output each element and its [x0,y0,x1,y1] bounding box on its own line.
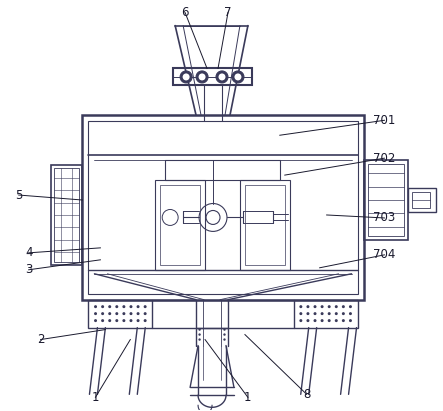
Circle shape [232,71,244,83]
Text: 4: 4 [25,246,32,259]
Circle shape [136,305,140,308]
Circle shape [314,305,316,308]
Circle shape [196,71,208,83]
Text: 2: 2 [37,333,44,346]
Circle shape [299,305,302,308]
Circle shape [180,71,192,83]
Circle shape [122,305,125,308]
Circle shape [101,312,104,315]
Circle shape [299,312,302,315]
Bar [155,180,205,270]
Bar [408,188,436,212]
Circle shape [335,305,338,308]
Circle shape [321,312,323,315]
Circle shape [342,319,345,322]
Text: 1: 1 [244,391,252,404]
Text: 703: 703 [373,211,396,224]
Circle shape [321,305,323,308]
Circle shape [129,312,132,315]
Circle shape [335,312,338,315]
Circle shape [101,319,104,322]
Circle shape [307,305,309,308]
Circle shape [349,305,352,308]
Circle shape [115,305,118,308]
Circle shape [349,319,352,322]
Circle shape [115,312,118,315]
Circle shape [94,305,97,308]
Circle shape [299,319,302,322]
Circle shape [94,319,97,322]
Bar [294,300,358,328]
Circle shape [144,319,147,322]
Text: 701: 701 [373,114,396,127]
Text: 1: 1 [92,391,99,404]
Circle shape [198,338,201,341]
Circle shape [108,319,111,322]
Text: 5: 5 [15,189,23,201]
Bar [89,121,358,294]
Circle shape [328,305,330,308]
Circle shape [144,305,147,308]
Circle shape [136,319,140,322]
Bar [412,192,430,208]
Circle shape [314,319,316,322]
Circle shape [129,319,132,322]
Circle shape [342,305,345,308]
Bar [89,300,152,328]
Circle shape [328,319,330,322]
Circle shape [198,328,201,331]
Circle shape [122,319,125,322]
Text: 704: 704 [373,248,396,261]
Circle shape [349,312,352,315]
Circle shape [94,312,97,315]
Circle shape [218,74,225,81]
Bar [240,180,290,270]
Bar [245,185,285,265]
Circle shape [144,312,147,315]
Circle shape [183,74,190,81]
Circle shape [234,74,241,81]
Text: 7: 7 [224,6,232,19]
Circle shape [198,74,206,81]
Bar [368,164,404,236]
Bar [173,69,252,85]
Bar [160,185,200,265]
Bar [54,168,79,262]
Bar [364,160,408,240]
Circle shape [223,333,225,336]
Circle shape [198,333,201,336]
Circle shape [122,312,125,315]
Circle shape [136,312,140,315]
Circle shape [216,71,228,83]
Circle shape [314,312,316,315]
Circle shape [223,338,225,341]
Circle shape [328,312,330,315]
Circle shape [335,319,338,322]
Circle shape [115,319,118,322]
Circle shape [223,328,225,331]
Bar [51,165,82,265]
Circle shape [321,319,323,322]
Circle shape [129,305,132,308]
Circle shape [307,312,309,315]
Circle shape [108,305,111,308]
Circle shape [108,312,111,315]
Circle shape [101,305,104,308]
Text: 8: 8 [303,388,311,401]
Circle shape [342,312,345,315]
Circle shape [307,319,309,322]
Text: 6: 6 [181,6,189,19]
Bar [82,115,364,300]
Bar [165,160,280,180]
Text: 702: 702 [373,152,396,165]
Text: 3: 3 [25,263,32,276]
